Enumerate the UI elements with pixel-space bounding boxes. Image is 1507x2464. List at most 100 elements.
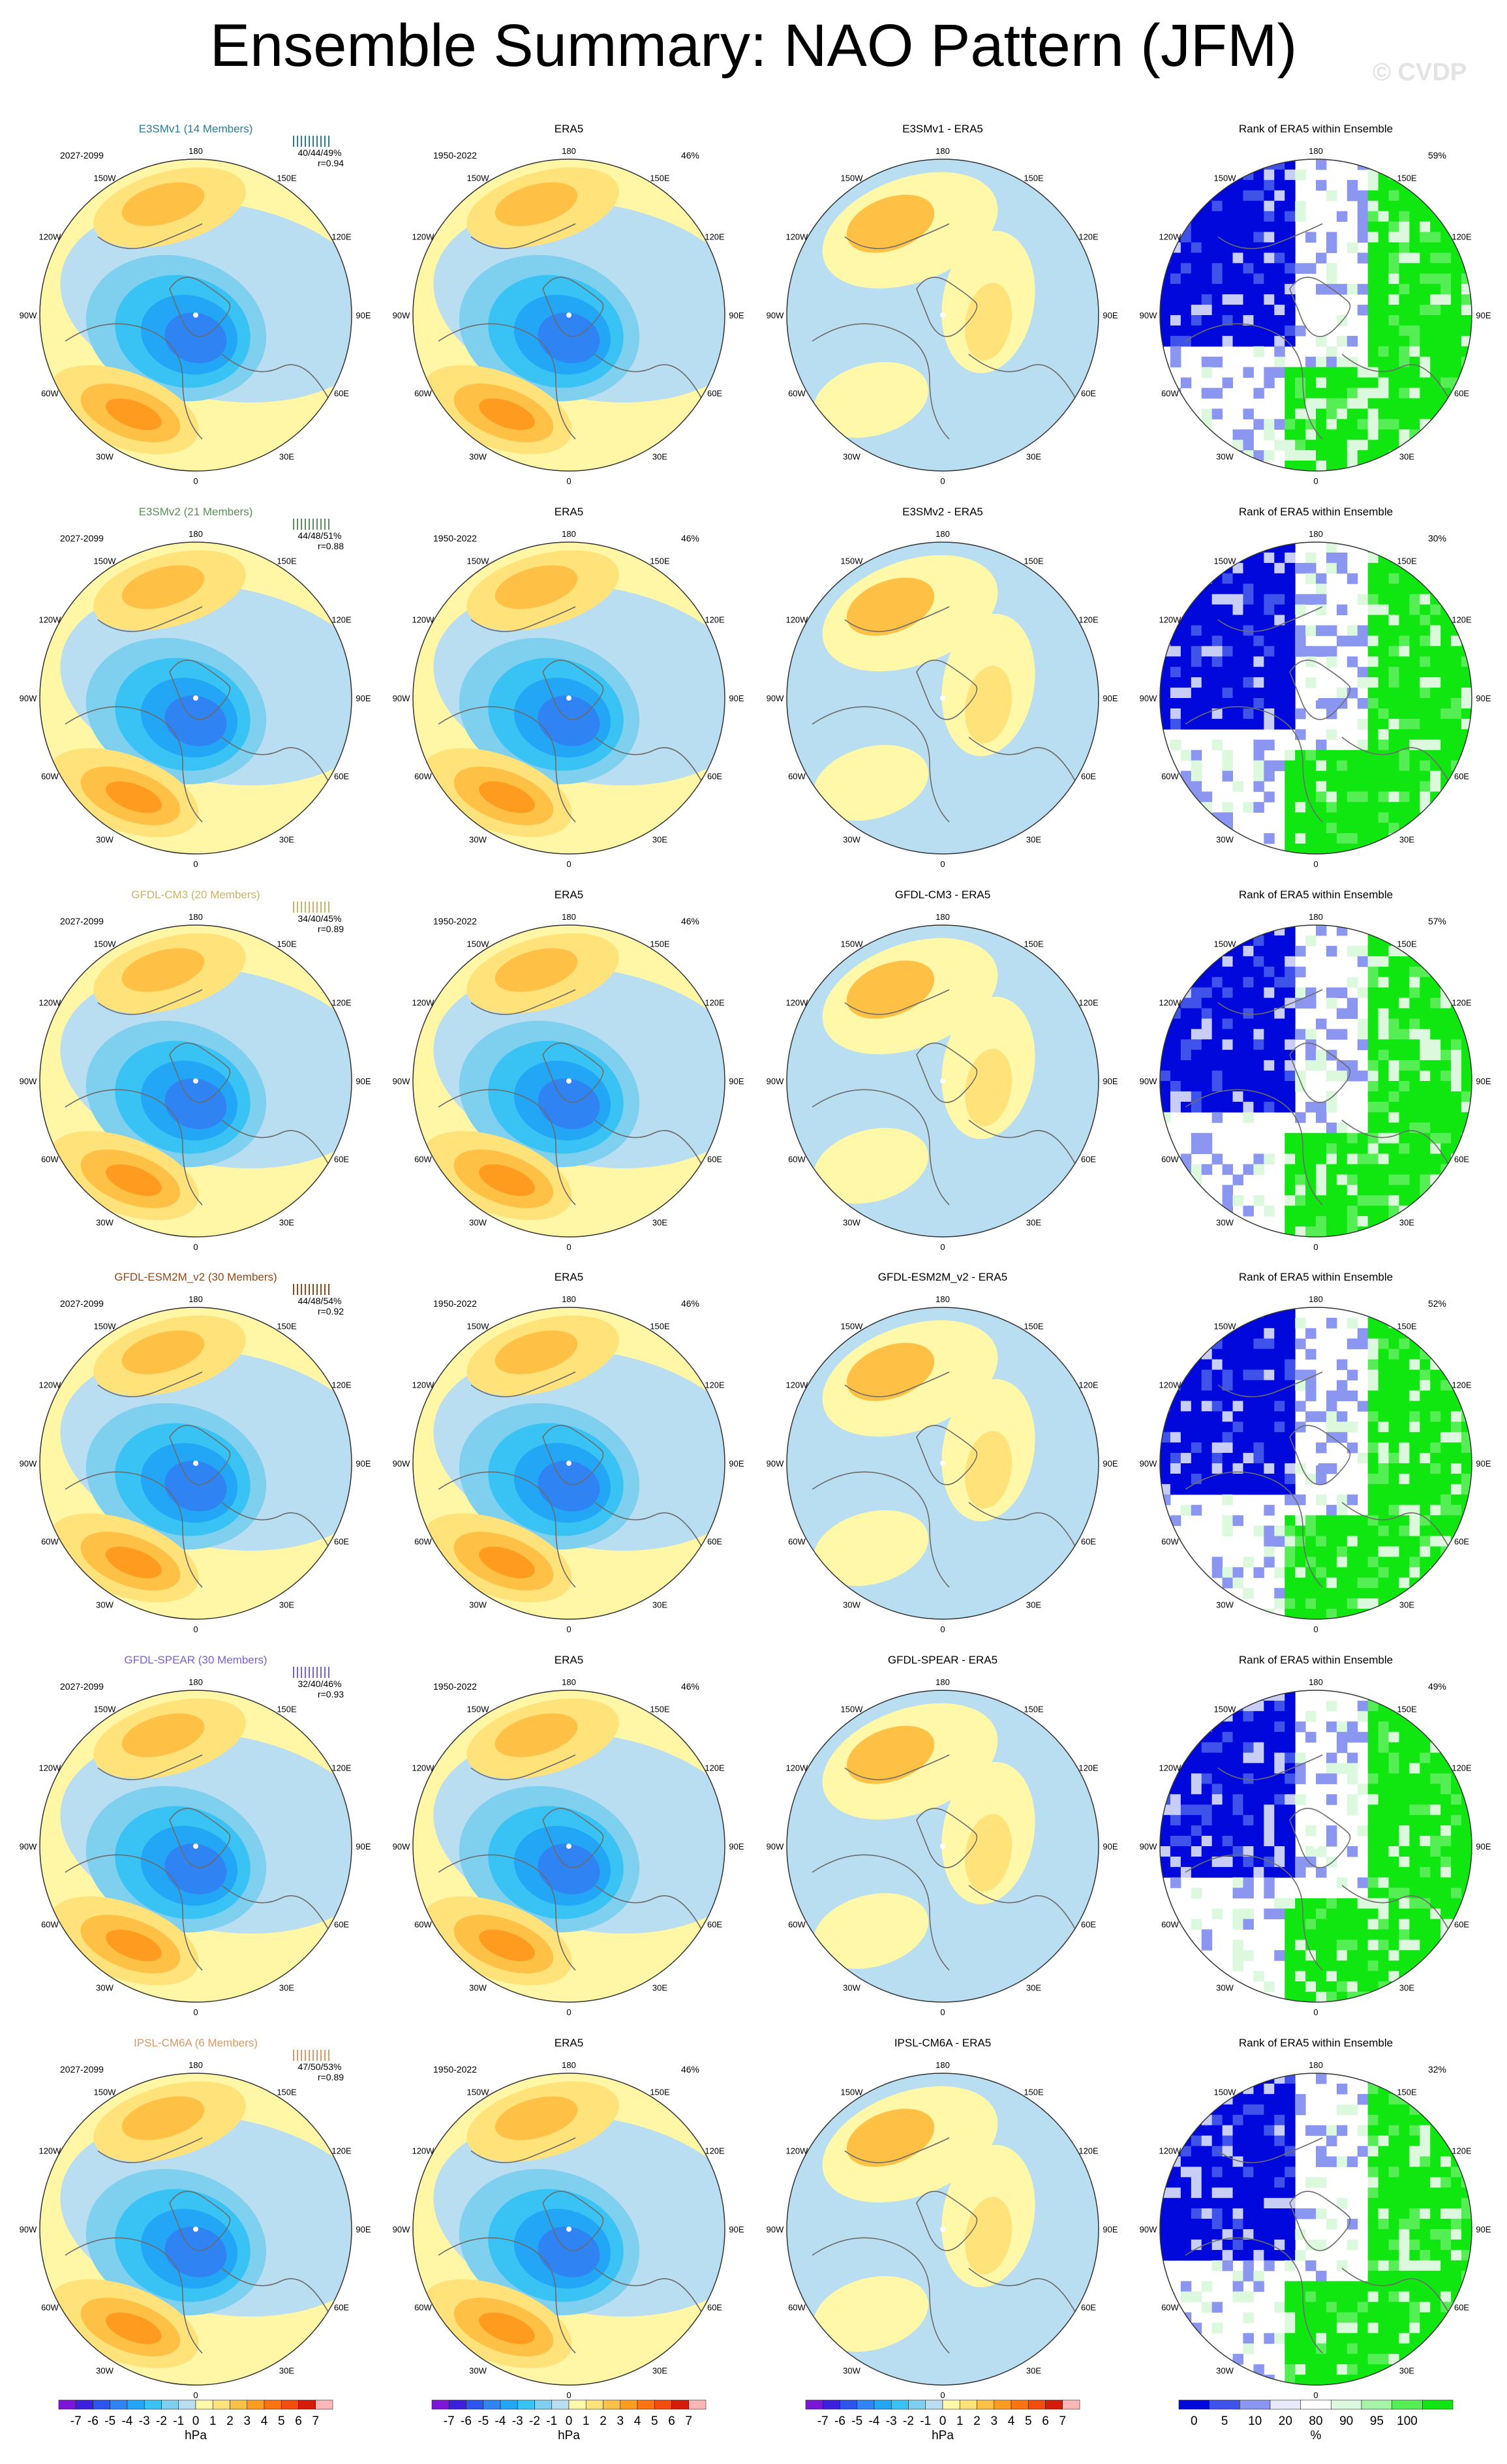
grid-label-r0c0-0: 0 (193, 476, 198, 486)
grid-label-r3c3-60w: 60W (1161, 1537, 1179, 1547)
grid-label-r2c2-30w: 30W (843, 1218, 860, 1228)
grid-label-r5c2-180: 180 (936, 2060, 950, 2070)
map-border (786, 2073, 1099, 2386)
grid-label-r2c0-90w: 90W (20, 1076, 37, 1086)
hpa-tick-label-1-0: -7 (444, 2414, 455, 2428)
grid-label-r4c1-120w: 120W (412, 1763, 434, 1773)
model-period-1: 2027-2099 (60, 533, 104, 543)
map-border (1159, 541, 1472, 855)
colorbar-swatch (1045, 2399, 1063, 2410)
grid-label-r3c0-150w: 150W (94, 1321, 117, 1331)
grid-label-r5c3-90w: 90W (1140, 2225, 1157, 2234)
rank-title-2: Rank of ERA5 within Ensemble (1239, 889, 1393, 901)
model-title-4: GFDL-SPEAR (30 Members) (124, 1654, 267, 1666)
rank-pct-3: 52% (1428, 1298, 1446, 1309)
grid-label-r1c0-90w: 90W (20, 693, 37, 703)
grid-label-r2c3-30w: 30W (1216, 1218, 1234, 1228)
hpa-colorbar-1: -7 -6 -5 -4 -3 -2 -1 0 1 2 3 4 5 6 7 hPa (431, 2399, 707, 2442)
era5-pct-4: 46% (681, 1681, 699, 1692)
grid-label-r0c2-150w: 150W (841, 173, 864, 183)
grid-label-r5c1-90e: 90E (729, 2225, 744, 2234)
hpa-tick-label-2-1: -6 (834, 2414, 845, 2428)
hpa-tick-label-1-11: 4 (634, 2414, 641, 2428)
grid-label-r1c1-180: 180 (562, 529, 576, 539)
grid-label-r0c1-90w: 90W (393, 311, 410, 320)
map-border (39, 1307, 352, 1620)
grid-label-r0c1-30e: 30E (652, 452, 667, 462)
grid-label-r2c2-120w: 120W (785, 998, 808, 1008)
grid-label-r1c0-60w: 60W (41, 772, 59, 782)
grid-label-r2c0-60w: 60W (41, 1155, 59, 1164)
grid-label-r0c1-120w: 120W (412, 232, 434, 242)
grid-label-r0c1-30w: 30W (469, 452, 487, 462)
grid-label-r5c1-30e: 30E (652, 2366, 667, 2376)
grid-label-r1c3-60e: 60E (1454, 772, 1469, 782)
grid-label-r2c1-180: 180 (562, 912, 576, 922)
hpa-tick-label-1-6: -1 (546, 2414, 557, 2428)
rank-colorbar-swatch (1300, 2399, 1332, 2410)
grid-label-r0c0-60w: 60W (41, 389, 59, 399)
grid-label-r5c3-150w: 150W (1214, 2087, 1237, 2097)
grid-label-r2c0-120w: 120W (38, 998, 61, 1008)
colorbar-swatch (1011, 2399, 1029, 2410)
grid-label-r2c3-150e: 150E (1397, 939, 1417, 949)
grid-label-r1c0-30e: 30E (279, 835, 294, 845)
grid-label-r4c2-120w: 120W (785, 1763, 808, 1773)
diff-title-2: GFDL-CM3 - ERA5 (895, 889, 990, 901)
grid-label-r5c1-120w: 120W (412, 2146, 434, 2156)
model-title-3: GFDL-ESM2M_v2 (30 Members) (114, 1271, 277, 1283)
grid-label-r2c3-60e: 60E (1454, 1155, 1469, 1164)
grid-label-r3c3-30w: 30W (1216, 1600, 1234, 1610)
grid-label-r3c1-30w: 30W (469, 1600, 487, 1610)
grid-label-r2c3-90e: 90E (1476, 1076, 1491, 1086)
colorbar-swatch (75, 2399, 93, 2410)
grid-label-r2c1-60w: 60W (414, 1155, 432, 1164)
colorbar-swatch (517, 2399, 535, 2410)
grid-label-r4c3-30w: 30W (1216, 1983, 1234, 1993)
grid-label-r2c0-120e: 120E (331, 998, 352, 1008)
grid-label-r3c1-90w: 90W (393, 1459, 410, 1468)
rank-title-5: Rank of ERA5 within Ensemble (1239, 2037, 1393, 2049)
hpa-tick-label-2-4: -3 (886, 2414, 897, 2428)
colorbar-swatch (585, 2399, 603, 2410)
grid-label-r0c1-60w: 60W (414, 389, 432, 399)
map-border (786, 541, 1099, 855)
grid-label-r1c0-150e: 150E (277, 556, 297, 566)
colorbar-swatch (466, 2399, 484, 2410)
grid-label-r3c3-150w: 150W (1214, 1321, 1237, 1331)
grid-label-r3c0-0: 0 (193, 1624, 198, 1634)
grid-label-r1c1-90e: 90E (729, 693, 744, 703)
grid-label-r0c0-120w: 120W (38, 232, 61, 242)
grid-label-r0c3-120e: 120E (1452, 232, 1472, 242)
hpa-tick-label-1-2: -5 (478, 2414, 489, 2428)
grid-label-r1c1-120e: 120E (705, 615, 725, 625)
grid-label-r3c2-0: 0 (940, 1624, 945, 1634)
grid-label-r1c3-120e: 120E (1452, 615, 1472, 625)
model-stats-1: 44/48/51% (298, 530, 342, 541)
colorbar-swatch (1028, 2399, 1046, 2410)
colorbar-swatch (890, 2399, 909, 2410)
model-period-0: 2027-2099 (60, 150, 104, 160)
grid-label-r0c2-30w: 30W (843, 452, 860, 462)
grid-label-r2c2-60e: 60E (1081, 1155, 1096, 1164)
era5-period-1: 1950-2022 (433, 533, 477, 543)
grid-label-r1c1-60e: 60E (707, 772, 722, 782)
hpa-tick-label-2-3: -4 (869, 2414, 880, 2428)
grid-label-r2c2-90w: 90W (767, 1076, 784, 1086)
map-border (412, 541, 725, 855)
hpa-unit-0: hPa (185, 2429, 207, 2442)
rank-tick-label-2: 10 (1248, 2414, 1262, 2428)
grid-label-r5c3-120w: 120W (1159, 2146, 1181, 2156)
grid-label-r5c1-0: 0 (566, 2390, 571, 2400)
grid-label-r3c1-120w: 120W (412, 1380, 434, 1390)
grid-label-r2c1-150e: 150E (650, 939, 670, 949)
rank-title-0: Rank of ERA5 within Ensemble (1239, 123, 1393, 135)
map-r3c0 (40, 1307, 352, 1619)
grid-label-r2c0-90e: 90E (356, 1076, 371, 1086)
map-r0c0 (40, 159, 352, 471)
grid-label-r0c2-60w: 60W (788, 389, 806, 399)
grid-label-r5c1-120e: 120E (705, 2146, 725, 2156)
grid-label-r1c3-0: 0 (1313, 859, 1318, 869)
colorbar-swatch (568, 2399, 586, 2410)
grid-label-r2c3-150w: 150W (1214, 939, 1237, 949)
